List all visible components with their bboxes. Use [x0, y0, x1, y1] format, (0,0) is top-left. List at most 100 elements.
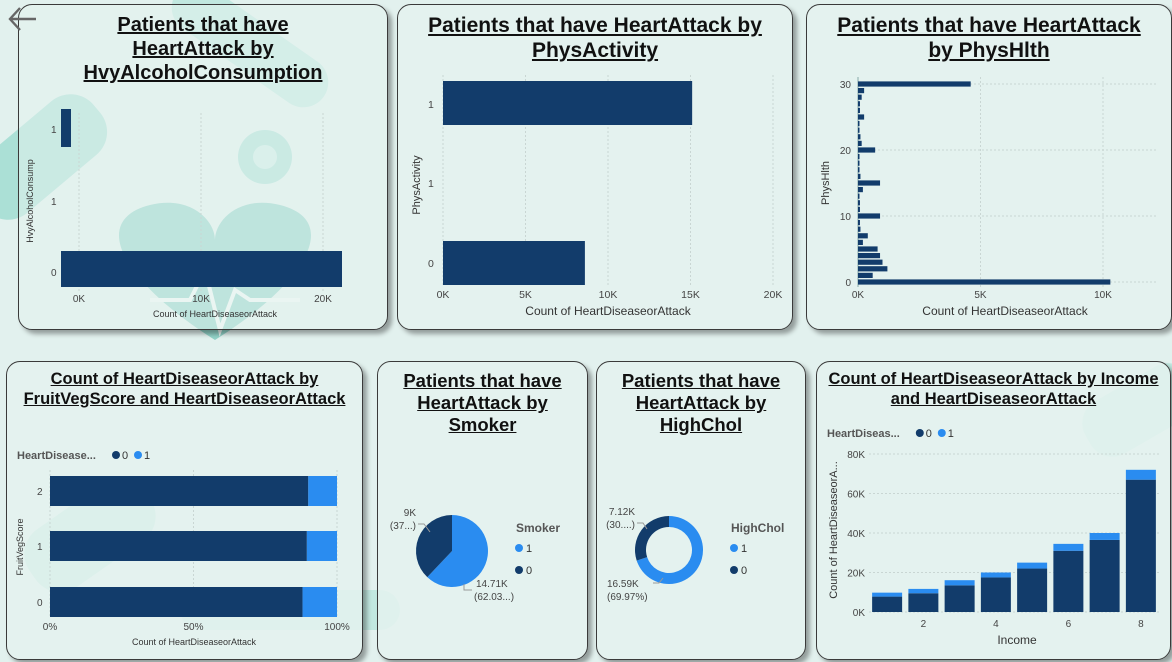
bar: [980, 577, 1011, 612]
x-axis-title: Count of HeartDiseaseorAttack: [132, 637, 257, 647]
bar: [858, 246, 878, 252]
bar: [858, 259, 883, 265]
legend-marker: [915, 429, 924, 437]
slice: [416, 515, 452, 578]
bar: [61, 109, 71, 147]
data-label: (37...): [390, 521, 416, 532]
bar: [1125, 479, 1156, 612]
bar: [858, 160, 860, 166]
chart-card-phys-activity[interactable]: Patients that have HeartAttack by PhysAc…: [397, 4, 793, 330]
bar: [858, 127, 860, 133]
bar: [872, 596, 903, 612]
bar: [858, 88, 865, 94]
bar: [1017, 562, 1048, 569]
x-tick-label: 0%: [43, 622, 58, 633]
x-tick-label: 50%: [183, 622, 203, 633]
y-tick-label: 1: [51, 197, 57, 208]
bar: [50, 531, 307, 561]
bar: [858, 279, 1111, 285]
legend-title: HeartDiseas...: [827, 428, 900, 440]
y-tick-label: 0: [37, 598, 43, 609]
bar: [302, 587, 337, 617]
bar: [1053, 543, 1084, 551]
data-label: 7.12K: [609, 507, 635, 518]
bar: [1089, 533, 1120, 540]
y-tick-label: 60K: [847, 490, 865, 501]
bar: [1017, 568, 1048, 612]
bar: [858, 272, 873, 278]
x-tick-label: 100%: [324, 622, 350, 633]
legend-marker: [515, 544, 523, 552]
y-tick-label: 0: [845, 278, 851, 289]
bar-chart-fruit-veg: HeartDisease... 0 1 0% 50% 100% 2 1 0 FruitVegSco…: [15, 450, 350, 647]
slice: [427, 515, 488, 587]
bar: [944, 585, 975, 612]
bar: [872, 592, 903, 597]
legend-title: HeartDisease...: [17, 450, 96, 462]
legend-label: 1: [526, 543, 532, 555]
y-tick-label: 1: [37, 542, 43, 553]
bar: [858, 226, 861, 232]
y-axis-title: PhysActivity: [411, 155, 423, 215]
bar: [858, 140, 862, 146]
bar: [858, 121, 860, 127]
chart-title: Patients that have HeartAttack by Smoker: [403, 370, 562, 436]
y-axis-title: HvyAlcoholConsump: [25, 159, 35, 243]
x-tick-label: 10K: [1094, 290, 1112, 301]
legend-label: 0: [526, 565, 532, 577]
chart-title: Patients that have HeartAttack by PhysAc…: [428, 14, 762, 63]
bar: [858, 173, 861, 179]
chart-card-smoker[interactable]: Patients that have HeartAttack by Smoker…: [377, 361, 588, 660]
bar: [980, 572, 1011, 578]
chart-card-fruit-veg[interactable]: Count of HeartDiseaseorAttack by FruitVe…: [6, 361, 363, 660]
bar: [858, 187, 863, 193]
legend-label: 0: [926, 428, 932, 440]
y-tick-label: 20K: [847, 569, 865, 580]
bar-chart-hvy-alcohol: 0K 10K 20K 1 1 0 HvyAlcoholConsump Count of Hea…: [25, 109, 342, 319]
bar: [858, 107, 860, 113]
bar: [858, 180, 881, 186]
y-tick-label: 80K: [847, 450, 865, 461]
y-tick-label: 0K: [853, 608, 866, 619]
bar: [858, 94, 862, 100]
legend-title: Smoker: [516, 521, 560, 535]
bar-chart-phys-hlth: 0K 5K 10K 30 20 10 0 PhysHlth Count of HeartDise…: [820, 77, 1157, 318]
legend-label: 1: [144, 450, 150, 462]
leader-line: [418, 523, 431, 533]
chart-card-income[interactable]: Count of HeartDiseaseorAttack by Income …: [816, 361, 1171, 660]
chart-card-hvy-alcohol[interactable]: Patients that have HeartAttack by HvyAlc…: [18, 4, 388, 330]
bar: [858, 101, 860, 107]
bar: [50, 476, 309, 506]
legend-label: 0: [122, 450, 128, 462]
data-label: (62.03...): [474, 592, 514, 603]
slice: [635, 516, 669, 561]
stacked-bar-chart-income: HeartDiseas... 0 1 0K 20K 40K 60K 80K 2 4 6 8 Count …: [827, 428, 1159, 647]
slice: [636, 516, 703, 584]
data-label: 9K: [404, 508, 417, 519]
chart-card-high-chol[interactable]: Patients that have HeartAttack by HighCh…: [596, 361, 806, 660]
y-tick-label: 1: [428, 99, 434, 111]
legend-marker: [134, 451, 142, 459]
bar: [858, 253, 881, 259]
x-tick-label: 6: [1066, 619, 1072, 630]
y-tick-label: 10: [840, 212, 852, 223]
chart-title: Patients that have HeartAttack by HighCh…: [621, 370, 781, 436]
bar: [944, 580, 975, 586]
chart-card-phys-hlth[interactable]: Patients that have HeartAttack by PhysHl…: [806, 4, 1172, 330]
back-arrow-icon[interactable]: [6, 4, 38, 34]
legend-label: 1: [741, 543, 747, 555]
y-axis-title: FruitVegScore: [15, 518, 25, 575]
bar: [858, 200, 860, 206]
bar: [858, 233, 868, 239]
bar: [858, 266, 888, 272]
bar: [308, 476, 337, 506]
data-label: 14.71K: [476, 579, 508, 590]
x-axis-title: Income: [997, 633, 1037, 647]
x-tick-label: 0K: [73, 294, 86, 305]
bar: [443, 81, 693, 125]
pie-chart-smoker: Smoker 1 0 9K (37...) 14.71K (62.03...): [390, 508, 560, 603]
bar: [908, 593, 939, 612]
bar: [858, 154, 860, 160]
bar-chart-phys-activity: 0K 5K 10K 15K 20K 1 1 0 PhysActivity Count of Hea…: [411, 75, 782, 318]
bar: [858, 220, 860, 226]
